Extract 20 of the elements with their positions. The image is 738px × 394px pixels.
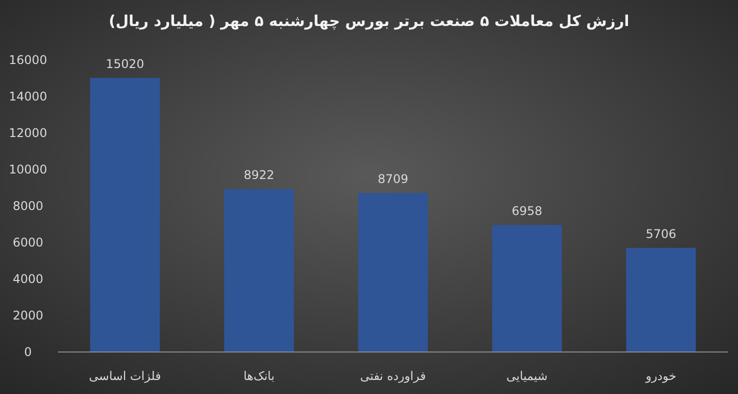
data-label: 6958 <box>512 204 542 218</box>
y-tick-label: 10000 <box>8 162 48 176</box>
y-tick-label: 8000 <box>12 199 44 213</box>
x-tick-label: بانک‌ها <box>243 369 275 383</box>
data-label: 15020 <box>106 56 144 71</box>
data-label: 8709 <box>378 172 408 186</box>
data-label: 8922 <box>244 168 274 182</box>
x-tick-label: شیمیایی <box>506 369 548 383</box>
y-tick-label: 0 <box>24 345 32 359</box>
y-tick-label: 12000 <box>8 126 48 140</box>
chart-title: ارزش کل معاملات ۵ صنعت برتر بورس چهارشنبه ۵ مهر ( میلیارد ریال) <box>108 12 630 30</box>
y-tick-label: 16000 <box>8 53 48 67</box>
data-label: 5706 <box>646 226 676 241</box>
x-tick-label: فلزات اساسی <box>89 369 161 383</box>
y-tick-label: 6000 <box>12 236 44 250</box>
x-tick-label: خودرو <box>644 369 676 383</box>
x-tick-label: فراورده نفتی <box>360 369 426 383</box>
y-tick-label: 2000 <box>12 308 44 322</box>
y-tick-label: 4000 <box>12 272 44 286</box>
y-tick-label: 14000 <box>8 90 48 104</box>
